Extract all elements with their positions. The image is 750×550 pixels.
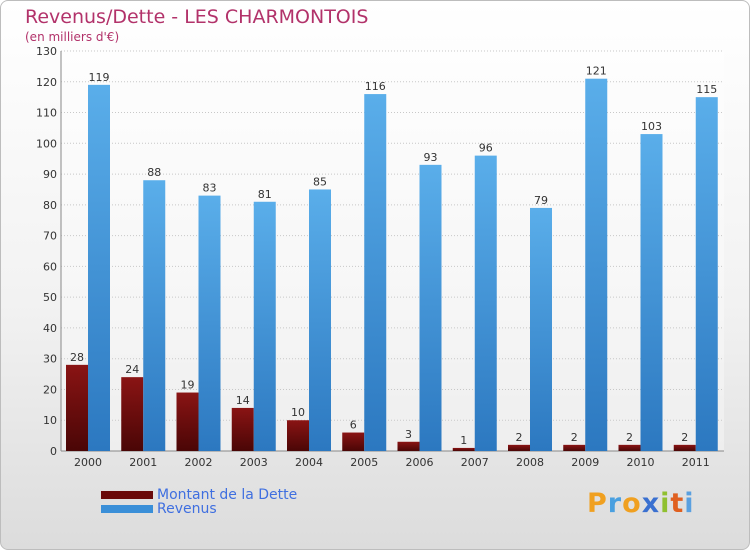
y-tick-label: 70 <box>43 230 57 243</box>
chart-title: Revenus/Dette - LES CHARMONTOIS <box>25 6 369 28</box>
bar-revenus <box>88 84 110 451</box>
bar-revenus <box>640 134 663 452</box>
bar-debt <box>397 441 420 451</box>
data-label-debt: 2 <box>571 431 578 444</box>
y-tick-label: 10 <box>43 414 57 427</box>
x-tick-label: 2005 <box>350 456 378 469</box>
x-tick-label: 2006 <box>406 456 434 469</box>
bar-revenus <box>695 97 718 452</box>
data-label-debt: 1 <box>460 434 467 447</box>
bar-revenus <box>364 94 387 452</box>
bar-debt <box>673 444 696 451</box>
bar-debt <box>508 444 530 451</box>
x-tick-label: 2010 <box>627 456 655 469</box>
logo-letter: r <box>607 488 623 519</box>
x-tick-label: 2004 <box>295 456 323 469</box>
x-tick-label: 2007 <box>461 456 489 469</box>
bar-revenus <box>530 207 552 451</box>
bar-revenus <box>198 195 221 451</box>
bar-debt <box>618 444 641 451</box>
y-tick-label: 20 <box>43 383 57 396</box>
logo-letter: i <box>684 488 695 519</box>
bar-debt <box>176 392 199 451</box>
data-label-revenus: 116 <box>365 80 386 93</box>
x-tick-label: 2008 <box>516 456 544 469</box>
x-tick-label: 2003 <box>240 456 268 469</box>
data-label-debt: 10 <box>291 406 305 419</box>
bar-revenus <box>143 180 166 451</box>
y-tick-label: 0 <box>50 445 57 458</box>
bar-debt <box>342 432 365 451</box>
data-label-revenus: 115 <box>696 83 717 96</box>
logo-letter: x <box>641 488 661 519</box>
data-label-debt: 28 <box>70 351 84 364</box>
legend-item-revenus: Revenus <box>101 501 217 517</box>
data-label-revenus: 83 <box>203 182 217 195</box>
logo-letter: P <box>587 488 608 519</box>
data-label-debt: 2 <box>626 431 633 444</box>
bar-debt <box>121 377 144 451</box>
x-tick-label: 2001 <box>129 456 157 469</box>
y-tick-label: 30 <box>43 353 57 366</box>
bar-debt <box>563 444 586 451</box>
logo-letter: o <box>622 488 642 519</box>
x-tick-label: 2011 <box>682 456 710 469</box>
chart-subtitle: (en milliers d'€) <box>25 30 120 44</box>
data-label-revenus: 121 <box>586 65 607 78</box>
bar-revenus <box>474 155 497 451</box>
y-tick-label: 100 <box>36 137 57 150</box>
bar-revenus <box>253 201 276 451</box>
y-tick-label: 120 <box>36 76 57 89</box>
logo-letter: i <box>660 488 671 519</box>
data-label-revenus: 103 <box>641 120 662 133</box>
data-label-revenus: 79 <box>534 194 548 207</box>
data-label-debt: 24 <box>125 363 139 376</box>
data-label-revenus: 88 <box>147 166 161 179</box>
y-tick-label: 40 <box>43 322 57 335</box>
plot-area <box>61 51 724 451</box>
y-tick-label: 110 <box>36 107 57 120</box>
bar-revenus <box>309 189 331 451</box>
bar-revenus <box>419 164 442 451</box>
bar-debt <box>231 407 254 451</box>
y-tick-label: 130 <box>36 45 57 58</box>
data-label-debt: 3 <box>405 428 412 441</box>
legend-item-debt: Montant de la Dette <box>101 487 298 503</box>
bar-debt <box>66 364 88 451</box>
data-label-revenus: 96 <box>479 142 493 155</box>
data-label-revenus: 93 <box>424 151 438 164</box>
data-label-debt: 2 <box>516 431 523 444</box>
data-label-debt: 14 <box>236 394 250 407</box>
x-tick-label: 2009 <box>571 456 599 469</box>
x-tick-label: 2000 <box>74 456 102 469</box>
proxiti-logo: Proxiti <box>587 488 695 519</box>
legend-swatch-debt <box>101 491 153 499</box>
legend-label-revenus: Revenus <box>157 501 217 517</box>
data-label-revenus: 85 <box>313 175 327 188</box>
logo-letter: t <box>670 488 685 519</box>
bar-debt <box>287 420 309 451</box>
y-tick-label: 90 <box>43 168 57 181</box>
data-label-revenus: 119 <box>89 71 110 84</box>
data-label-debt: 6 <box>350 419 357 432</box>
y-tick-label: 60 <box>43 260 57 273</box>
x-tick-label: 2002 <box>185 456 213 469</box>
y-tick-label: 50 <box>43 291 57 304</box>
data-label-revenus: 81 <box>258 188 272 201</box>
data-label-debt: 19 <box>181 379 195 392</box>
legend-label-debt: Montant de la Dette <box>157 487 298 503</box>
bar-revenus <box>585 78 608 451</box>
legend-swatch-revenus <box>101 505 153 513</box>
bar-debt <box>452 447 475 451</box>
data-label-debt: 2 <box>681 431 688 444</box>
y-tick-label: 80 <box>43 199 57 212</box>
